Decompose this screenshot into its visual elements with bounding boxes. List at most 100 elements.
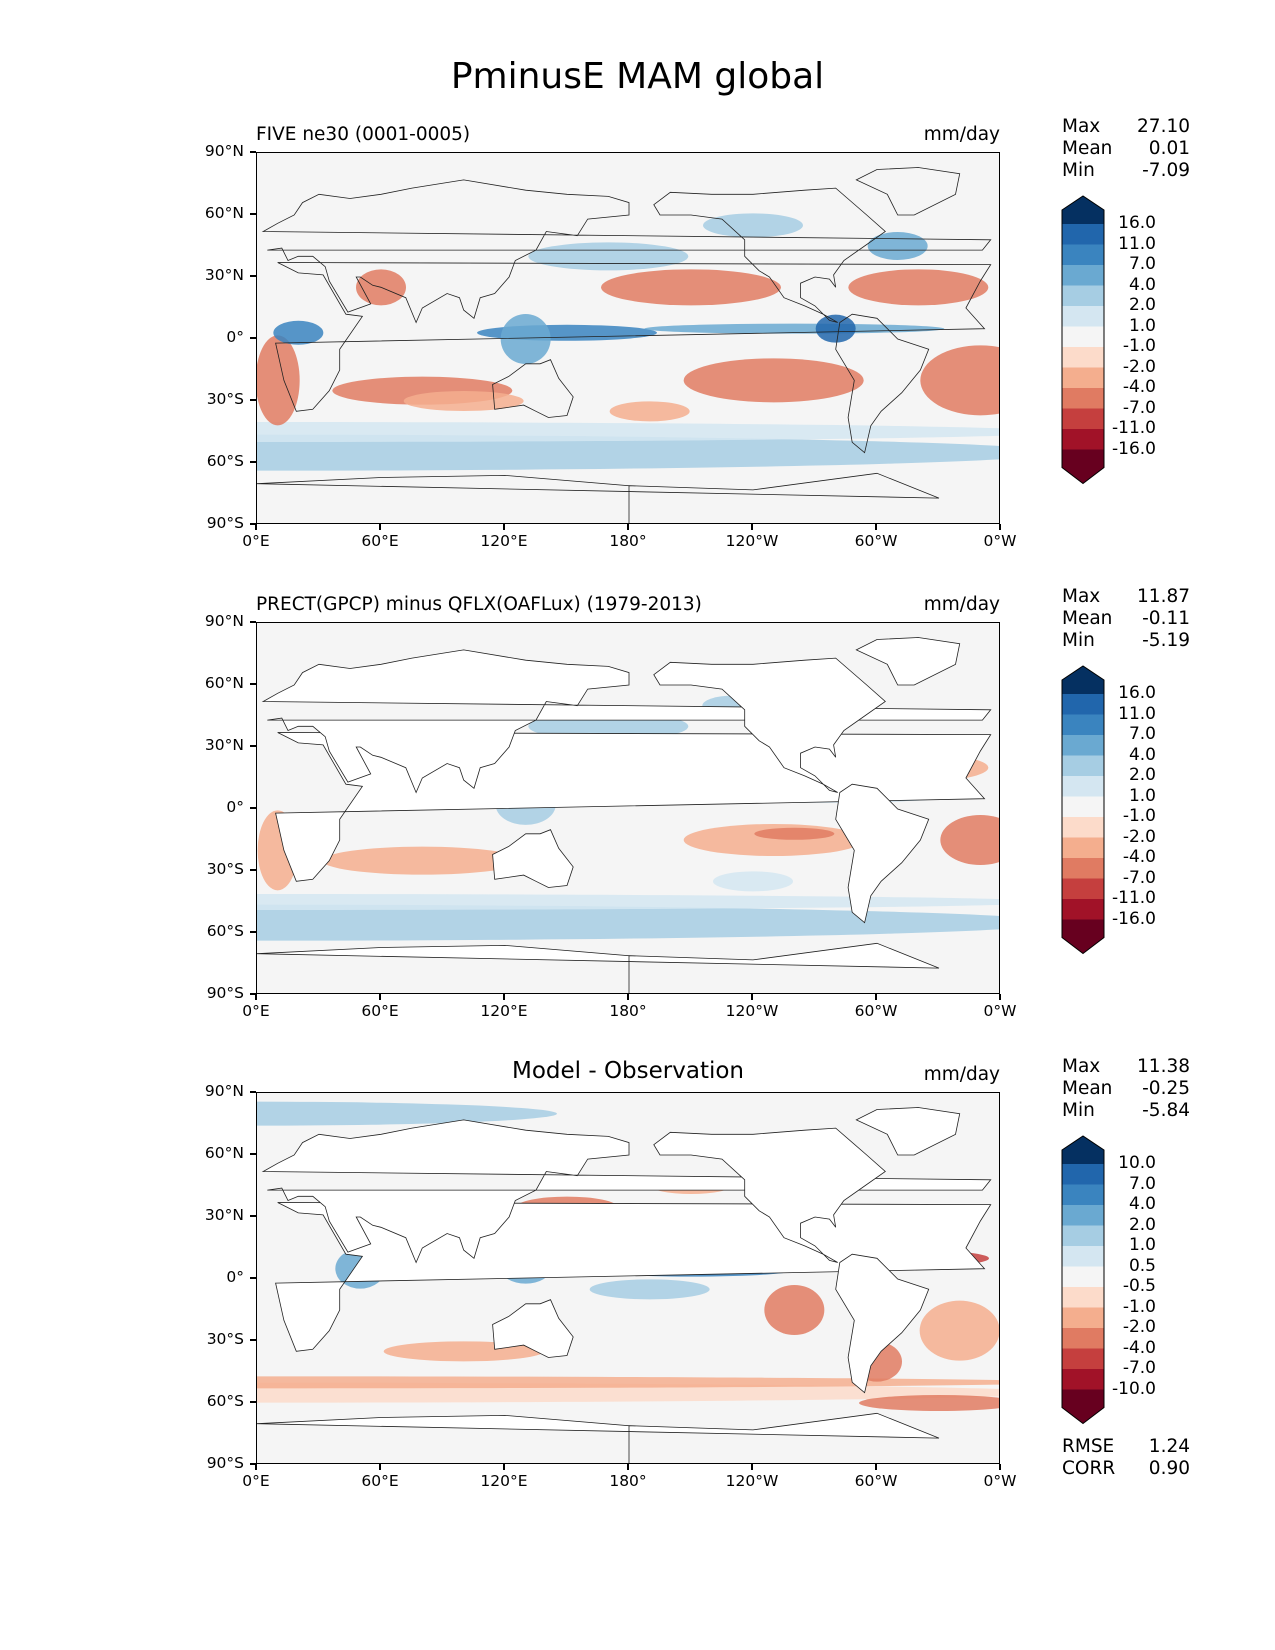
stats-label: Mean: [1062, 138, 1113, 159]
colorbar-segment: [1062, 265, 1104, 286]
colorbar-level-label: -1.0: [1122, 806, 1156, 826]
colorbar-segment: [1062, 1225, 1104, 1247]
x-tick: [255, 994, 257, 1000]
metrics-label: CORR: [1062, 1458, 1116, 1479]
colorbar-segment: [1062, 755, 1104, 777]
stats-row: Min -5.84: [1062, 1100, 1190, 1122]
y-tick: [250, 869, 256, 871]
y-tick: [250, 275, 256, 277]
panel-title: PRECT(GPCP) minus QFLX(OAFLux) (1979-201…: [256, 594, 702, 615]
field-contour-patch: [257, 1376, 999, 1389]
y-tick-label: 30°N: [204, 266, 244, 284]
stats-row: Mean 0.01: [1062, 138, 1190, 160]
stats-value: 0.01: [1148, 138, 1190, 159]
metrics-label: RMSE: [1062, 1436, 1115, 1457]
field-contour-patch: [867, 232, 928, 260]
field-contour-patch: [703, 213, 803, 238]
colorbar-level-label: 7.0: [1128, 724, 1156, 744]
continent-outline: [855, 1107, 961, 1156]
continent-outline: [257, 942, 940, 993]
stats-row: Max 27.10: [1062, 116, 1190, 138]
colorbar-level-label: -11.0: [1112, 418, 1156, 438]
y-tick-label: 60°S: [206, 922, 244, 940]
field-contour-patch: [713, 871, 793, 892]
colorbar-level-label: 7.0: [1128, 254, 1156, 274]
colorbar-outline: [1061, 1135, 1105, 1425]
colorbar-level-label: 1.0: [1128, 785, 1156, 806]
colorbar-segment: [1062, 285, 1104, 307]
continent-outline: [492, 1299, 574, 1358]
y-tick-label: 30°S: [206, 1330, 244, 1348]
x-tick: [255, 1464, 257, 1470]
x-tick-label: 60°E: [361, 532, 399, 550]
colorbar-outline: [1061, 195, 1105, 485]
field-contour-patch: [257, 894, 999, 910]
colorbar-level-label: -1.0: [1122, 336, 1156, 356]
continent-outline: [261, 649, 992, 794]
colorbar-level-label: -7.0: [1122, 397, 1156, 418]
colorbar-segment: [1062, 326, 1104, 348]
colorbar-level-label: 11.0: [1118, 233, 1156, 254]
y-tick-label: 30°S: [206, 390, 244, 408]
x-tick-label: 0°E: [242, 1002, 270, 1020]
continent-outline: [492, 829, 574, 888]
colorbar-segment: [1062, 347, 1104, 368]
y-tick: [250, 1091, 256, 1093]
colorbar-segment: [1062, 837, 1104, 859]
colorbar-segment: [1062, 1246, 1104, 1267]
colorbar-segment: [1062, 224, 1104, 245]
continent-outline: [653, 1127, 886, 1263]
x-tick-label: 0°E: [242, 532, 270, 550]
colorbar-level-label: 0.5: [1128, 1255, 1156, 1276]
y-tick: [250, 151, 256, 153]
colorbar-segment: [1062, 1307, 1104, 1329]
continent-outline: [653, 657, 886, 793]
colorbar-level-label: 2.0: [1128, 765, 1156, 785]
y-tick-label: 0°: [226, 328, 244, 346]
colorbar-level-label: 2.0: [1128, 295, 1156, 315]
y-tick-label: 0°: [226, 798, 244, 816]
field-contour-patch: [683, 358, 864, 403]
y-tick: [250, 931, 256, 933]
continent-outline: [835, 783, 930, 924]
y-tick-label: 30°S: [206, 860, 244, 878]
colorbar-level-label: 4.0: [1128, 274, 1156, 295]
x-tick-label: 60°E: [361, 1472, 399, 1490]
field-contour-patch: [754, 827, 835, 840]
x-tick: [627, 524, 629, 530]
colorbar-level-label: -0.5: [1122, 1276, 1156, 1296]
map-field-svg: [257, 623, 999, 993]
y-tick: [250, 399, 256, 401]
stats-row: Mean -0.11: [1062, 608, 1190, 630]
colorbar-segment: [1062, 694, 1104, 715]
colorbar-level-label: -1.0: [1122, 1296, 1156, 1317]
x-tick: [751, 994, 753, 1000]
y-tick: [250, 1401, 256, 1403]
stats-label: Min: [1062, 630, 1095, 651]
continent-outline: [855, 637, 961, 686]
colorbar-segment: [1062, 878, 1104, 900]
stats-row: Max 11.87: [1062, 586, 1190, 608]
stats-label: Max: [1062, 1056, 1101, 1077]
colorbar-level-label: -2.0: [1122, 1317, 1156, 1337]
x-tick: [503, 524, 505, 530]
colorbar-level-label: 4.0: [1128, 744, 1156, 765]
x-tick-label: 0°W: [983, 532, 1017, 550]
field-contour-patch: [609, 401, 690, 422]
continent-outline: [257, 472, 940, 523]
x-tick: [999, 524, 1001, 530]
field-contour-patch: [764, 1285, 825, 1335]
x-tick-label: 60°E: [361, 1002, 399, 1020]
y-tick: [250, 1277, 256, 1279]
x-tick: [875, 994, 877, 1000]
stats-value: -0.11: [1142, 608, 1190, 629]
stats-value: 11.38: [1137, 1056, 1190, 1077]
y-tick-label: 90°N: [204, 612, 244, 630]
continent-outline: [653, 187, 886, 323]
colorbar-level-label: 16.0: [1118, 683, 1156, 703]
y-tick: [250, 1339, 256, 1341]
x-tick: [627, 1464, 629, 1470]
y-tick: [250, 807, 256, 809]
colorbar-level-label: 7.0: [1128, 1173, 1156, 1194]
metrics-box: RMSE 1.24 CORR 0.90: [1062, 1436, 1190, 1480]
